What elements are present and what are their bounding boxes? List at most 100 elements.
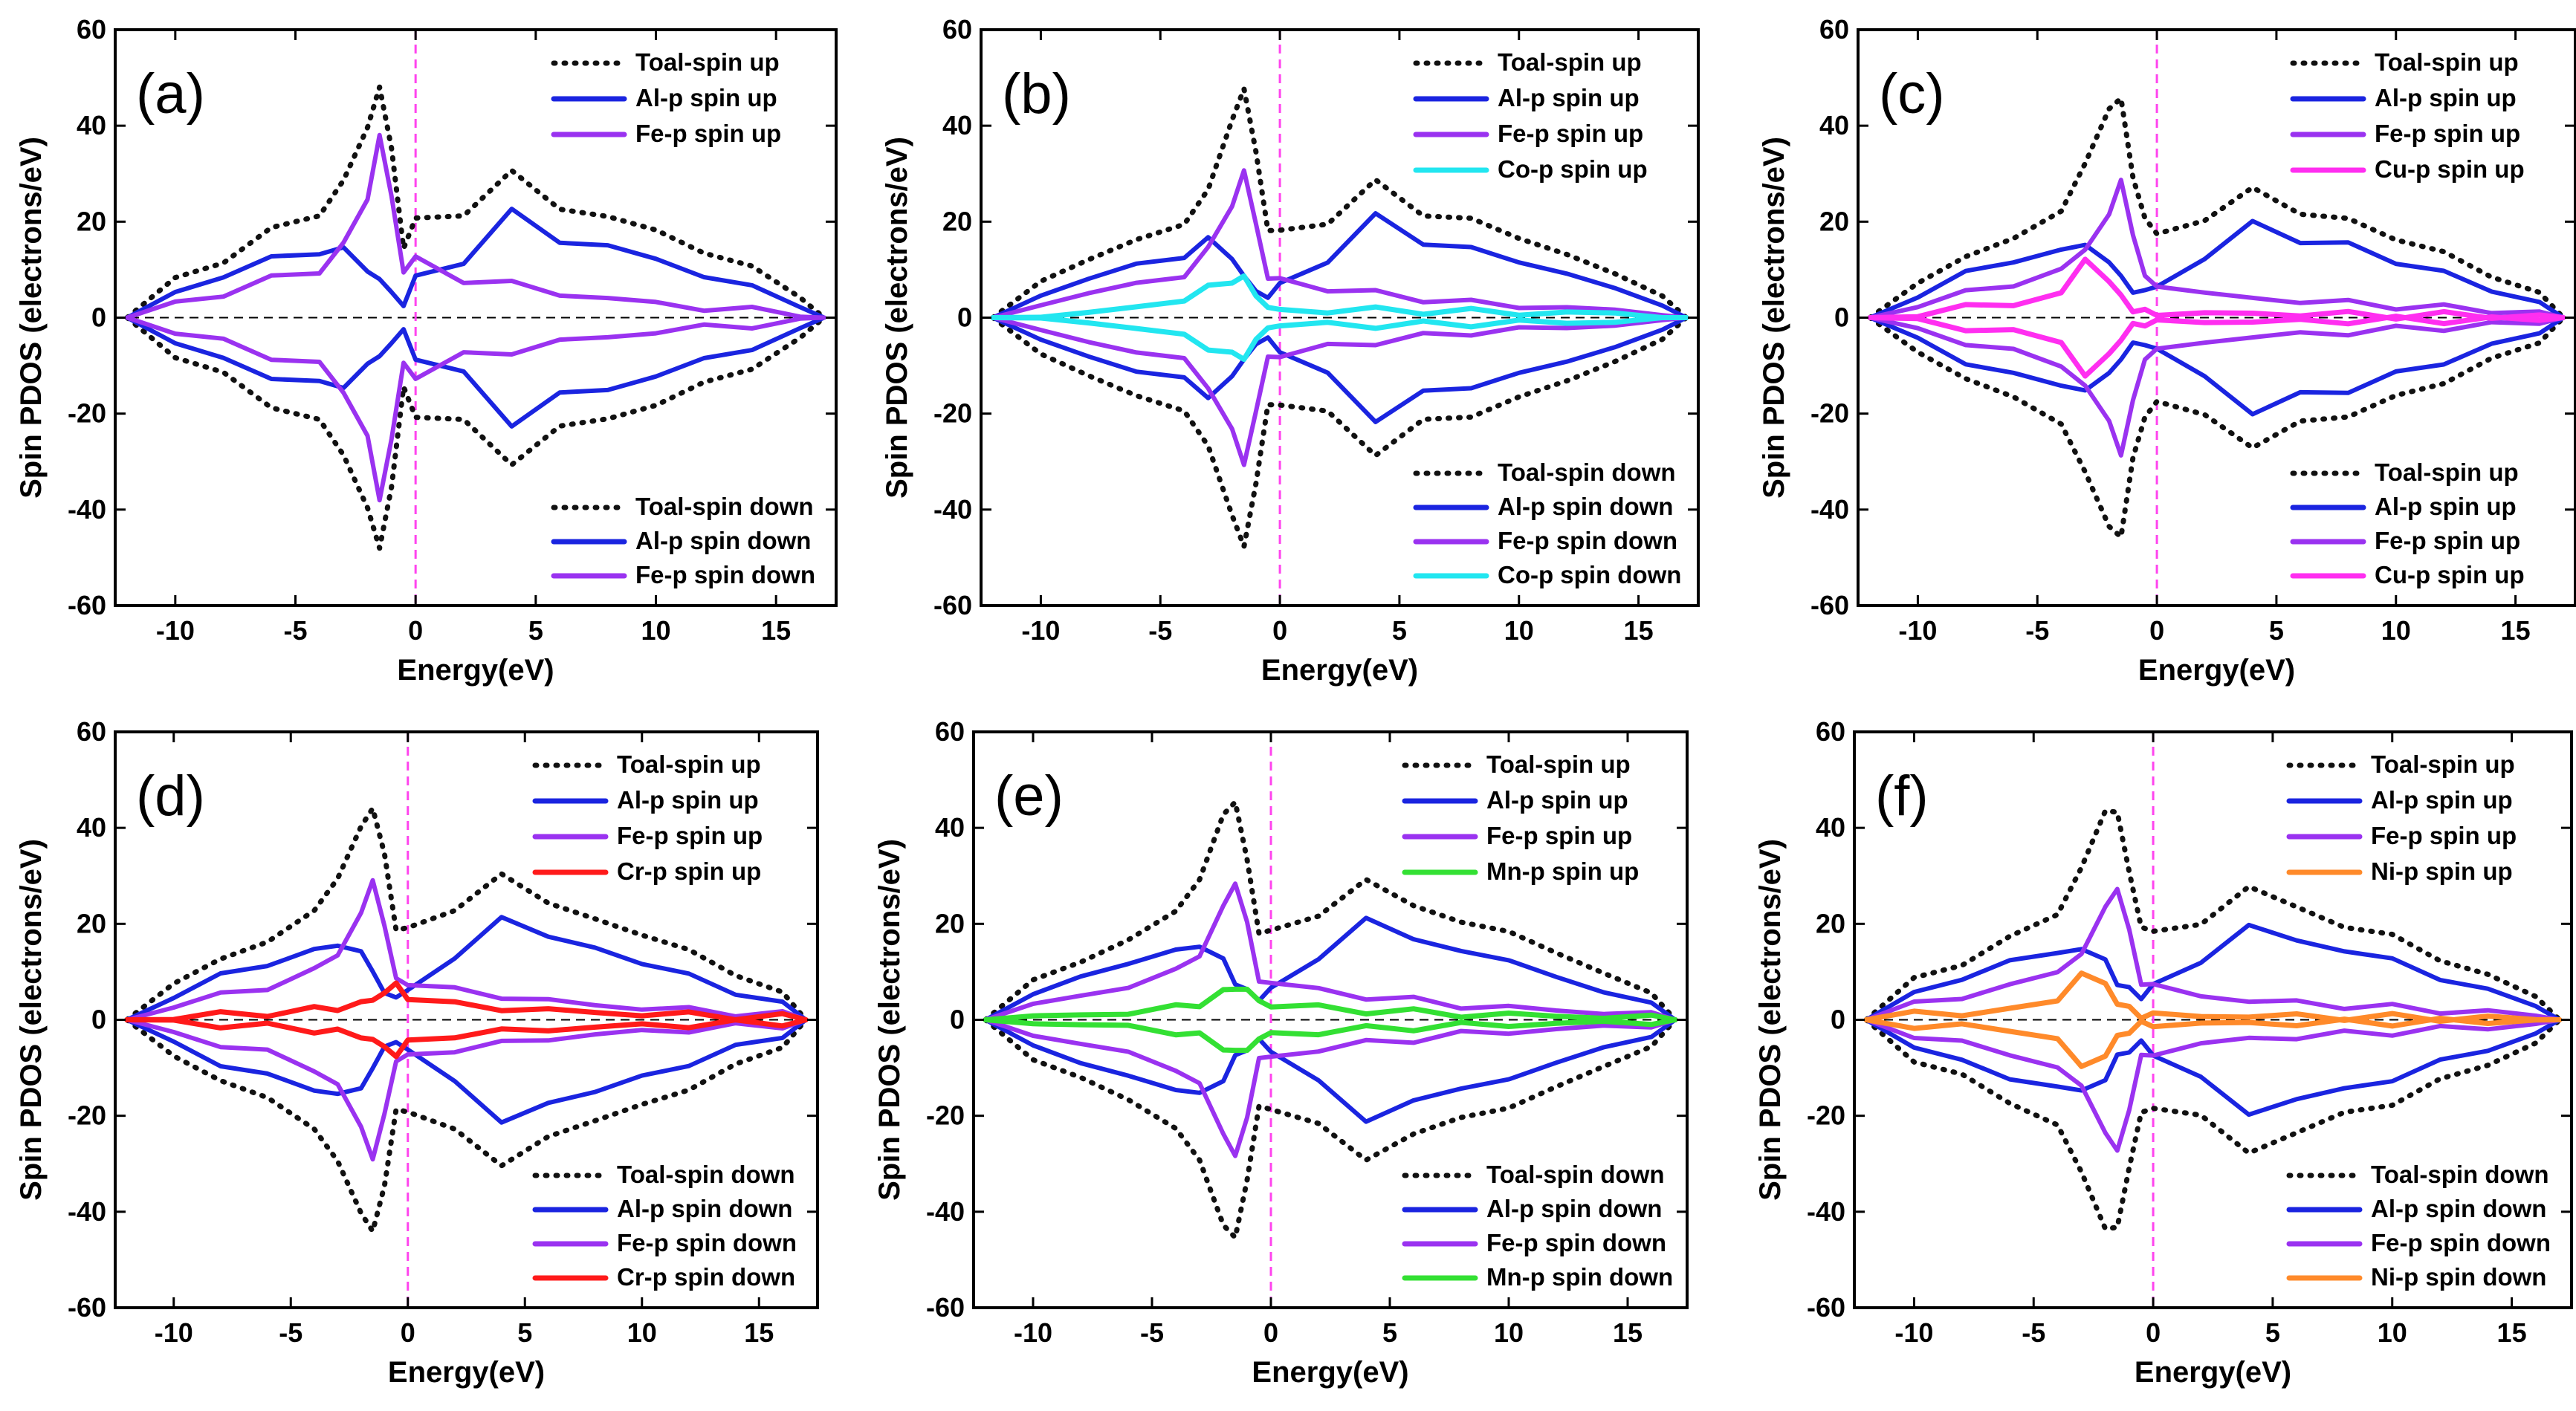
al-spin-up-line xyxy=(1864,922,2562,1022)
chart-panel-e: -10 -5 0 5 10 15 -60 -40 -20 0 20 40 60 Energy(eV) Spi… xyxy=(873,716,1689,1389)
y-tick-label: -20 xyxy=(933,398,972,429)
y-tick-label: 60 xyxy=(1819,14,1849,45)
chart-panel-c: -10 -5 0 5 10 15 -60 -40 -20 0 20 40 60 Energy(eV) Spi… xyxy=(1758,14,2576,687)
y-tick-label: -60 xyxy=(68,1292,106,1323)
legend-down-item-label: Mn-p spin down xyxy=(1486,1263,1673,1291)
legend-up-item-label: Toal-spin up xyxy=(1486,750,1631,778)
y-tick-label: 60 xyxy=(1816,716,1845,747)
y-axis-label: Spin PDOS (electrons/eV) xyxy=(15,137,48,499)
legend-down-item-label: Cr-p spin down xyxy=(617,1263,795,1291)
x-tick-label: -10 xyxy=(1014,1317,1052,1348)
legend-up-item-label: Fe-p spin up xyxy=(2371,822,2517,849)
legend-up-item-label: Toal-spin up xyxy=(617,750,761,778)
al-spin-down-line xyxy=(991,315,1689,424)
legend-down-item-label: Toal-spin down xyxy=(617,1161,795,1188)
x-tick-label: 10 xyxy=(627,1317,657,1348)
x-tick-label: 5 xyxy=(2269,615,2284,646)
legend-down-item-label: Al-p spin down xyxy=(617,1195,792,1222)
y-axis-label: Spin PDOS (electrons/eV) xyxy=(1758,137,1790,499)
x-tick-label: 10 xyxy=(1504,615,1534,646)
x-tick-label: 5 xyxy=(528,615,543,646)
x-tick-label: 15 xyxy=(2501,615,2531,646)
x-tick-label: -5 xyxy=(279,1317,302,1348)
y-tick-label: 20 xyxy=(77,206,106,236)
x-tick-label: 0 xyxy=(408,615,423,646)
legend-up-item-label: Al-p spin up xyxy=(635,84,777,111)
x-tick-label: -10 xyxy=(1894,1317,1933,1348)
total-spin-up-line xyxy=(1863,808,2563,1022)
y-tick-label: -40 xyxy=(68,1196,106,1227)
y-tick-label: 40 xyxy=(1816,812,1845,843)
panel-label: (a) xyxy=(136,62,205,126)
x-tick-label: -5 xyxy=(1148,615,1172,646)
panel-label: (f) xyxy=(1875,765,1929,828)
legend-down-item-label: Al-p spin down xyxy=(1486,1195,1662,1222)
x-tick-label: 0 xyxy=(2146,1317,2161,1348)
al-spin-down-line xyxy=(1864,1017,2562,1118)
fe-spin-up-line xyxy=(1864,886,2562,1022)
legend-up-item-label: Fe-p spin up xyxy=(2375,120,2520,147)
x-tick-label: -10 xyxy=(1021,615,1060,646)
al-spin-up-line xyxy=(1868,218,2566,320)
total-spin-down-line xyxy=(983,1017,1678,1240)
al-spin-down-line xyxy=(125,315,826,429)
y-tick-label: -40 xyxy=(933,494,972,525)
chart-panel-d: -10 -5 0 5 10 15 -60 -40 -20 0 20 40 60 Energy(eV) Spi… xyxy=(15,716,819,1389)
total-spin-up-line xyxy=(1867,95,2566,320)
y-tick-label: 0 xyxy=(1831,1005,1845,1035)
y-tick-label: -40 xyxy=(1807,1196,1845,1227)
legend-down-item-label: Co-p spin down xyxy=(1498,561,1681,588)
chart-panel-a: -10 -5 0 5 10 15 -60 -40 -20 0 20 40 60 Energy(eV) Spi… xyxy=(15,14,838,687)
y-tick-label: -60 xyxy=(926,1292,965,1323)
x-axis-label: Energy(eV) xyxy=(2138,654,2295,687)
y-tick-label: 20 xyxy=(942,206,972,236)
x-axis-label: Energy(eV) xyxy=(397,654,554,687)
x-tick-label: 5 xyxy=(1382,1317,1397,1348)
y-tick-label: 60 xyxy=(77,716,106,747)
x-tick-label: -5 xyxy=(1140,1317,1164,1348)
chart-panel-b: -10 -5 0 5 10 15 -60 -40 -20 0 20 40 60 Energy(eV) Spi… xyxy=(881,14,1700,687)
y-tick-label: -40 xyxy=(926,1196,965,1227)
x-tick-label: 15 xyxy=(1624,615,1654,646)
fe-spin-down-line xyxy=(983,1017,1677,1158)
mn-spin-up-line xyxy=(983,986,1678,1022)
panel-label: (b) xyxy=(1002,62,1071,126)
legend-down-item-label: Fe-p spin up xyxy=(2375,527,2520,554)
legend-up-item-label: Cu-p spin up xyxy=(2375,155,2525,183)
y-tick-label: -20 xyxy=(1810,398,1849,429)
x-tick-label: 15 xyxy=(761,615,791,646)
fe-spin-up-line xyxy=(991,168,1689,320)
x-tick-label: 0 xyxy=(1263,1317,1278,1348)
fe-spin-up-line xyxy=(125,132,826,320)
co-spin-down-line xyxy=(990,315,1689,363)
y-tick-label: 20 xyxy=(935,908,965,938)
x-tick-label: 15 xyxy=(744,1317,774,1348)
x-tick-label: -5 xyxy=(283,615,307,646)
x-tick-label: -5 xyxy=(2022,1317,2045,1348)
x-tick-label: 15 xyxy=(2497,1317,2527,1348)
x-axis-label: Energy(eV) xyxy=(2135,1356,2291,1389)
al-spin-up-line xyxy=(983,915,1677,1022)
y-tick-label: 60 xyxy=(77,14,106,45)
legend-down-item-label: Cu-p spin up xyxy=(2375,561,2525,588)
legend-down-item-label: Fe-p spin down xyxy=(2371,1229,2551,1256)
legend-up-item-label: Cr-p spin up xyxy=(617,857,761,885)
y-axis-label: Spin PDOS (electrons/eV) xyxy=(1754,839,1787,1201)
cr-spin-down-line xyxy=(124,1017,809,1060)
x-tick-label: -10 xyxy=(1898,615,1937,646)
x-tick-label: 5 xyxy=(517,1317,532,1348)
legend-up-item-label: Toal-spin up xyxy=(1498,48,1642,76)
x-tick-label: 10 xyxy=(641,615,670,646)
legend-up-item-label: Fe-p spin up xyxy=(635,120,781,147)
legend-down-item-label: Fe-p spin down xyxy=(617,1229,797,1256)
ni-spin-down-line xyxy=(1863,1016,2563,1069)
y-tick-label: -20 xyxy=(68,1100,106,1131)
fe-spin-up-line xyxy=(124,878,809,1022)
al-spin-down-line xyxy=(983,1017,1677,1124)
y-tick-label: -40 xyxy=(1810,494,1849,525)
legend-down-item-label: Fe-p spin down xyxy=(1498,527,1677,554)
x-tick-label: 0 xyxy=(2149,615,2164,646)
y-tick-label: 20 xyxy=(77,908,106,938)
legend-up-item-label: Toal-spin up xyxy=(2371,750,2515,778)
